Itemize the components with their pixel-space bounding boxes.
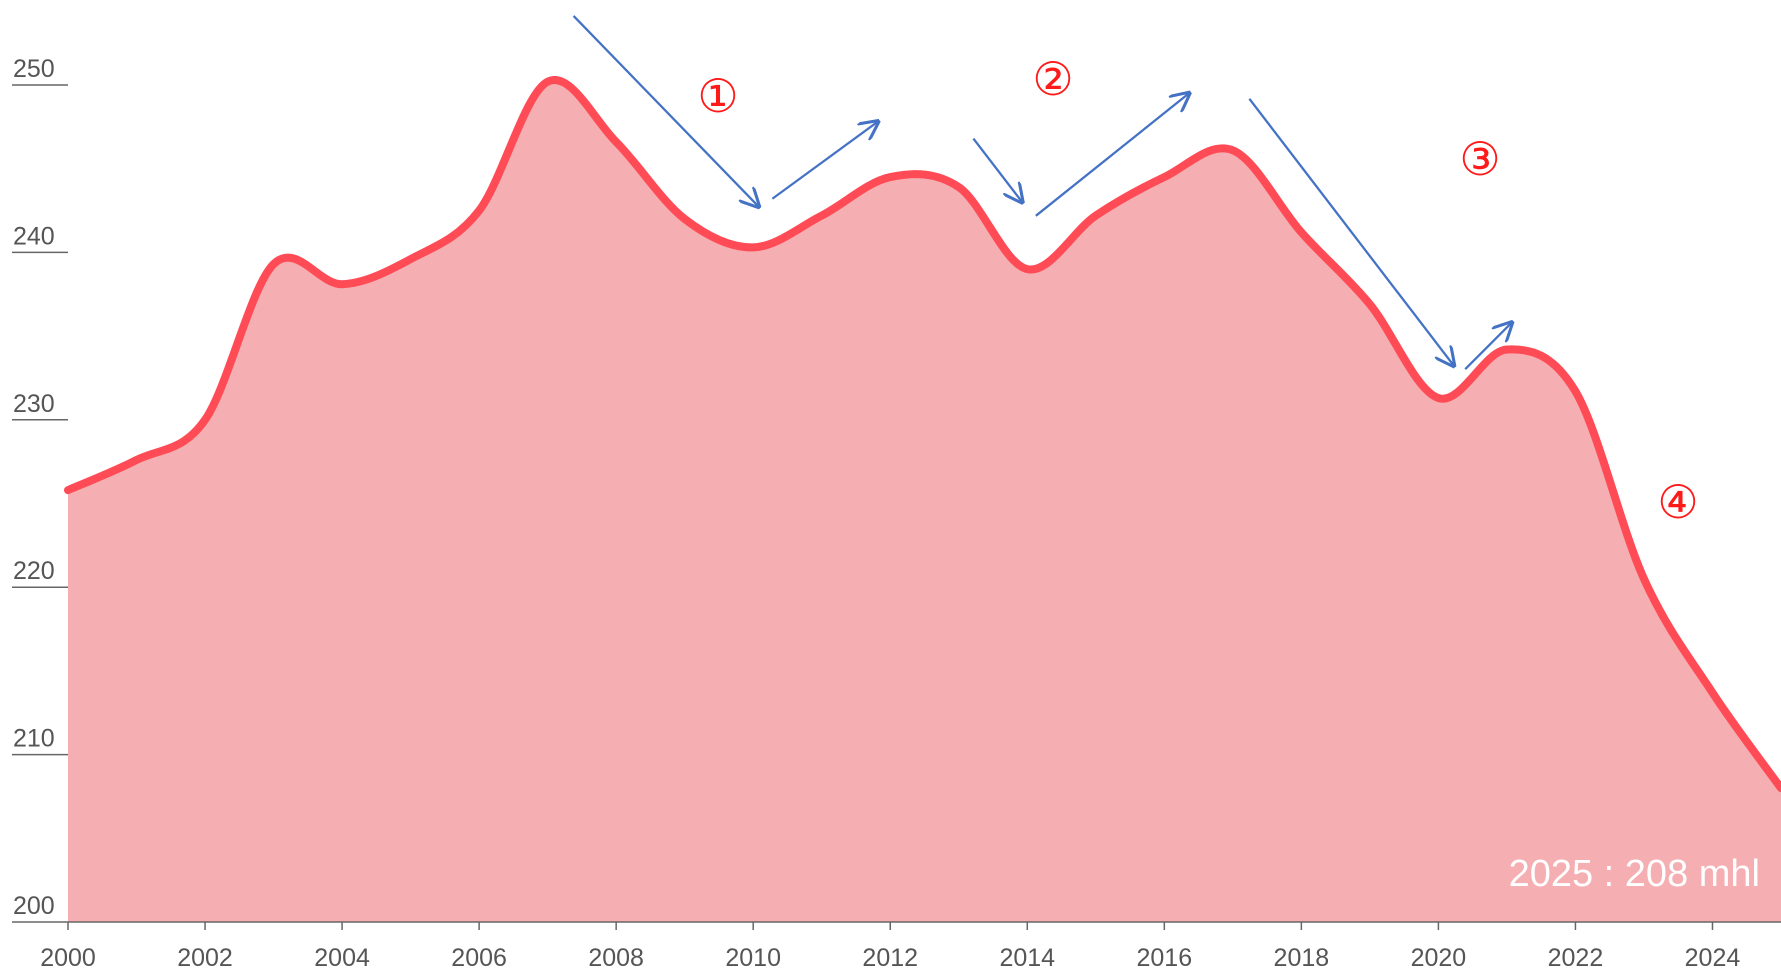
- y-tick-label: 200: [13, 892, 55, 920]
- x-tick-label: 2012: [862, 944, 918, 972]
- annotation: ①: [697, 69, 738, 123]
- x-tick-label: 2014: [999, 944, 1055, 972]
- x-tick-label: 2018: [1274, 944, 1330, 972]
- annotation: ③: [1459, 132, 1500, 186]
- area: [68, 79, 1781, 923]
- x-tick-label: 2008: [588, 944, 644, 972]
- arrow: [1248, 98, 1453, 366]
- x-tick-label: 2010: [725, 944, 781, 972]
- arrow: [1035, 93, 1189, 217]
- y-tick-label: 220: [13, 557, 55, 585]
- x-tick-label: 2024: [1685, 944, 1741, 972]
- trend-arrows: [572, 15, 1512, 370]
- x-tick-label: 2022: [1548, 944, 1604, 972]
- arrow: [572, 15, 759, 207]
- x-tick-label: 2016: [1137, 944, 1193, 972]
- y-tick-label: 210: [13, 725, 55, 753]
- annotation: ②: [1032, 52, 1073, 106]
- x-tick-label: 2002: [177, 944, 233, 972]
- x-tick-label: 2004: [314, 944, 370, 972]
- annotation: ④: [1657, 475, 1698, 529]
- line: [64, 76, 1781, 793]
- x-tick-label: 2020: [1411, 944, 1467, 972]
- arrow: [1464, 323, 1512, 370]
- arrow: [771, 122, 878, 200]
- x-tick-label: 2000: [40, 944, 96, 972]
- arrow: [972, 137, 1022, 203]
- y-tick-label: 250: [13, 55, 55, 83]
- plot-area: 200 210 220 230 240 250 2000 2002 2004 2006 2008 20…: [12, 55, 1781, 972]
- x-tick-label: 2006: [451, 944, 507, 972]
- value-note: 2025 : 208 mhl: [1509, 853, 1760, 895]
- y-tick-label: 230: [13, 390, 55, 418]
- y-tick-label: 240: [13, 222, 55, 250]
